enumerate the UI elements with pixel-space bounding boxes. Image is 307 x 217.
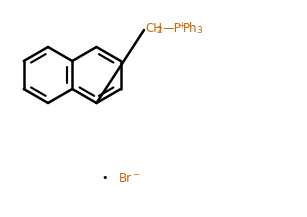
Text: 2: 2 (157, 26, 162, 35)
Text: +: + (178, 20, 185, 30)
Text: Ph: Ph (183, 21, 197, 35)
Text: CH: CH (145, 21, 162, 35)
Text: •: • (102, 173, 108, 183)
Text: Br: Br (119, 171, 132, 184)
Text: −: − (132, 171, 139, 179)
Text: —P: —P (162, 21, 181, 35)
Text: 3: 3 (196, 26, 202, 35)
